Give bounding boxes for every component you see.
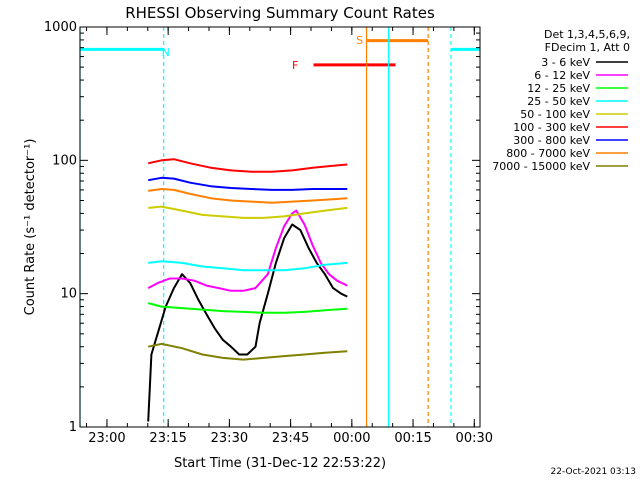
chart-title: RHESSI Observing Summary Count Rates xyxy=(125,4,435,22)
legend-entry-label: 12 - 25 keV xyxy=(527,82,590,95)
legend-entry-label: 100 - 300 keV xyxy=(513,121,590,134)
series-line xyxy=(147,302,348,314)
legend-entry-label: 50 - 100 keV xyxy=(520,108,590,121)
legend-entry-label: 6 - 12 keV xyxy=(534,69,590,82)
series-line xyxy=(147,223,348,422)
series-layer xyxy=(147,158,348,422)
legend-entry-label: 300 - 800 keV xyxy=(513,134,590,147)
legend-entry-label: 7000 - 15000 keV xyxy=(492,160,590,173)
x-tick-label: 00:30 xyxy=(456,431,493,446)
vertical-markers-layer xyxy=(79,27,452,427)
x-tick-label: 00:15 xyxy=(394,431,431,446)
y-axis-label: Count Rate (s⁻¹ detector⁻¹) xyxy=(23,139,38,316)
y-tick-label: 10 xyxy=(60,287,77,302)
y-tick-label: 1 xyxy=(69,420,77,435)
footer-timestamp: 22-Oct-2021 03:13 xyxy=(551,467,636,477)
series-line xyxy=(148,188,348,204)
series-line xyxy=(148,176,348,191)
plot-frame xyxy=(79,26,481,428)
series-line xyxy=(147,209,348,292)
axes-layer: 1 10 100 1000 23:00 23:15 23:30 23:45 00:00 00:15… xyxy=(44,20,493,446)
x-tick-label: 23:00 xyxy=(88,431,125,446)
series-line xyxy=(147,342,348,361)
flag-annotation-label: N xyxy=(162,46,170,59)
x-tick-label: 23:15 xyxy=(149,431,186,446)
legend-entry-label: 25 - 50 keV xyxy=(527,95,590,108)
y-tick-label: 100 xyxy=(52,153,77,168)
annotations-layer: N F S xyxy=(162,34,364,72)
legend-header-line: FDecim 1, Att 0 xyxy=(545,41,630,54)
legend-entry-label: 800 - 7000 keV xyxy=(506,147,590,160)
series-line xyxy=(148,205,348,219)
y-tick-label: 1000 xyxy=(44,20,77,35)
legend-entry-label: 3 - 6 keV xyxy=(541,56,590,69)
x-axis-label: Start Time (31-Dec-12 22:53:22) xyxy=(174,456,386,471)
flag-bars-layer xyxy=(80,39,480,67)
series-line xyxy=(147,158,348,173)
series-line xyxy=(148,260,348,272)
legend-header-line: Det 1,3,4,5,6,9, xyxy=(544,28,630,41)
flag-annotation-label: F xyxy=(292,59,298,72)
x-tick-label: 23:30 xyxy=(211,431,248,446)
x-tick-label: 00:00 xyxy=(333,431,370,446)
flag-annotation-label: S xyxy=(356,34,363,47)
legend: Det 1,3,4,5,6,9,FDecim 1, Att 0 3 - 6 keV… xyxy=(492,28,630,173)
x-tick-label: 23:45 xyxy=(272,431,309,446)
